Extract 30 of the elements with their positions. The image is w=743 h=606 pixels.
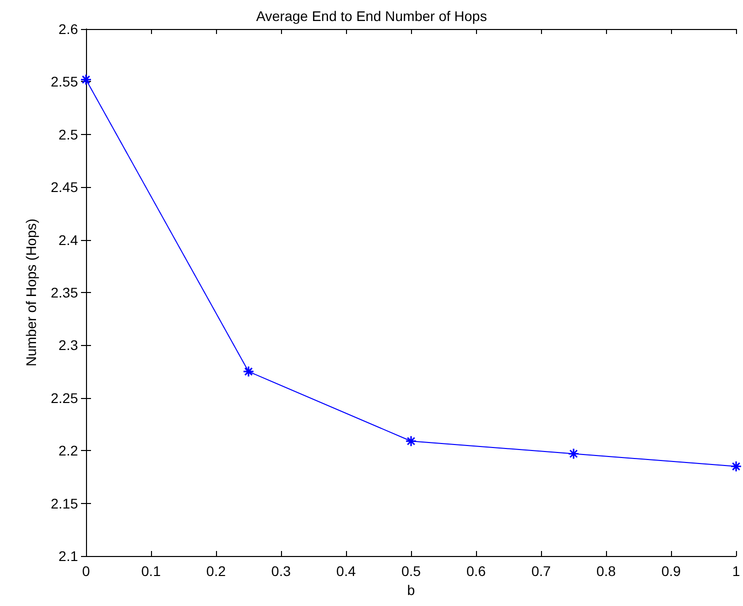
x-axis-title: b <box>407 582 416 598</box>
x-tick-label: 0.2 <box>206 563 226 579</box>
y-tick-label: 2.45 <box>50 179 78 196</box>
y-tick-label: 2.35 <box>50 284 78 300</box>
x-tick-label: 0 <box>82 563 90 579</box>
y-axis-title: Number of Hops (Hops) <box>23 218 39 366</box>
y-tick-label: 2.15 <box>50 495 78 512</box>
x-tick-label: 0.9 <box>661 563 682 579</box>
point <box>568 448 580 460</box>
x-tick-label: 0.1 <box>141 563 161 579</box>
point <box>80 74 92 86</box>
y-tick-label: 2.2 <box>58 442 78 459</box>
y-tick-label: 2.6 <box>58 21 78 37</box>
point <box>242 366 254 378</box>
y-tick-label: 2.25 <box>50 390 78 406</box>
x-tick-label: 0.6 <box>466 563 486 579</box>
chart-title: Average End to End Number of Hops <box>256 8 487 24</box>
x-tick-label: 0.4 <box>336 563 356 579</box>
x-tick-label: 1 <box>732 563 740 579</box>
y-tick-label: 2.3 <box>58 337 78 354</box>
y-tick-label: 2.5 <box>58 126 78 142</box>
y-tick-label: 2.4 <box>58 232 78 248</box>
point <box>405 435 417 447</box>
x-tick-label: 0.8 <box>596 563 616 579</box>
point <box>730 460 742 472</box>
x-tick-label: 0.5 <box>401 563 421 579</box>
y-tick-label: 2.55 <box>50 74 78 90</box>
x-tick-label: 0.3 <box>271 563 291 579</box>
y-tick-label: 2.1 <box>58 548 78 564</box>
x-tick-label: 0.7 <box>531 563 552 579</box>
